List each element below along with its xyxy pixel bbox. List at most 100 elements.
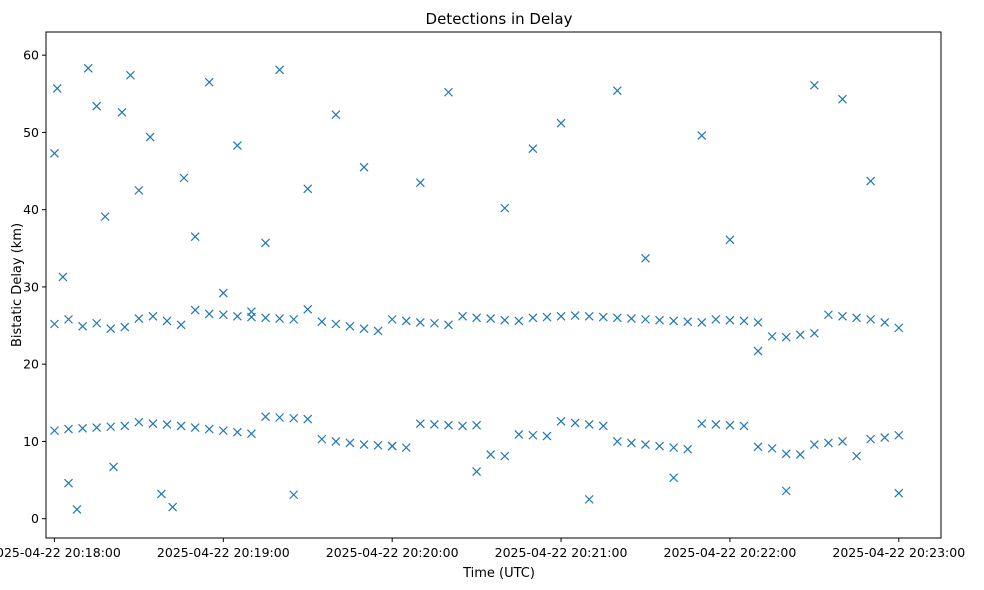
data-point	[218, 288, 228, 298]
data-point	[162, 420, 172, 429]
data-point	[570, 418, 580, 428]
data-point	[232, 141, 242, 150]
data-point	[894, 430, 904, 440]
data-point	[232, 311, 242, 321]
data-point	[697, 419, 707, 429]
data-point	[612, 313, 622, 323]
data-point	[126, 70, 135, 80]
data-point	[50, 319, 59, 329]
data-point	[145, 132, 155, 142]
data-point	[401, 443, 411, 453]
data-point	[880, 433, 890, 442]
y-axis: 0 10 20 30 40 50 60	[23, 48, 46, 526]
data-point	[261, 313, 270, 323]
data-point	[612, 437, 622, 446]
data-point	[753, 442, 763, 452]
data-point	[711, 314, 721, 324]
data-point	[528, 430, 538, 440]
y-tick-label: 0	[31, 511, 39, 526]
data-point	[725, 315, 735, 325]
data-point	[204, 424, 214, 434]
x-tick-label: 2025-04-22 20:22:00	[664, 545, 797, 560]
data-point	[584, 420, 594, 429]
data-point	[303, 414, 313, 424]
data-point	[373, 326, 383, 336]
data-point	[472, 420, 482, 430]
data-point	[458, 311, 467, 321]
data-point	[542, 431, 552, 441]
data-point	[331, 110, 341, 120]
data-point	[134, 185, 144, 195]
data-point	[162, 316, 172, 326]
data-point	[838, 437, 847, 446]
data-point	[556, 416, 566, 426]
data-point	[415, 178, 425, 188]
data-point	[92, 318, 102, 328]
data-point	[753, 346, 763, 356]
data-point	[725, 420, 735, 430]
data-point	[401, 316, 411, 326]
data-point	[795, 330, 805, 340]
data-point	[92, 101, 102, 111]
data-point	[584, 494, 594, 504]
data-point	[809, 440, 819, 449]
data-point	[120, 421, 130, 431]
data-point	[72, 504, 82, 514]
data-point	[168, 502, 178, 512]
x-tick-label: 2025-04-22 20:23:00	[832, 545, 965, 560]
y-tick-label: 20	[23, 357, 39, 372]
data-point	[156, 489, 166, 499]
chart-title: Detections in Delay	[426, 10, 573, 28]
data-point	[387, 314, 397, 324]
data-point	[78, 321, 88, 331]
data-point	[429, 318, 439, 328]
data-point	[50, 426, 59, 436]
data-point	[866, 434, 876, 444]
data-point	[880, 318, 890, 327]
y-axis-title: Bistatic Delay (km)	[10, 223, 25, 347]
data-point	[725, 235, 735, 245]
data-point	[683, 317, 693, 327]
data-point	[500, 203, 510, 213]
data-point	[148, 311, 158, 321]
data-point	[894, 488, 904, 498]
data-point	[683, 444, 693, 454]
data-point	[598, 421, 608, 431]
y-tick-label: 10	[23, 434, 39, 449]
data-point	[83, 63, 93, 73]
data-point	[767, 331, 777, 341]
data-point	[261, 238, 270, 248]
data-point	[345, 321, 355, 331]
y-tick-label: 30	[23, 279, 39, 294]
data-point	[528, 144, 538, 154]
data-point	[472, 467, 482, 476]
data-point	[261, 412, 270, 422]
data-point	[148, 419, 158, 429]
data-point	[134, 314, 144, 324]
data-point	[838, 94, 847, 104]
data-point	[247, 312, 256, 322]
x-tick-label: 2025-04-22 20:21:00	[495, 545, 628, 560]
data-point	[669, 316, 679, 326]
data-point	[52, 83, 62, 93]
data-point	[109, 462, 118, 472]
data-point	[50, 148, 59, 158]
data-point	[767, 443, 777, 453]
data-point	[429, 420, 439, 429]
data-point	[809, 328, 819, 338]
data-point	[415, 419, 425, 429]
data-point	[303, 304, 313, 314]
data-point	[458, 421, 467, 431]
data-point	[359, 440, 369, 449]
data-point	[823, 310, 833, 320]
y-tick-label: 60	[23, 48, 39, 63]
data-point	[894, 323, 904, 333]
data-point	[275, 413, 285, 422]
data-point	[331, 437, 341, 446]
data-point	[809, 80, 819, 90]
data-point	[120, 322, 130, 332]
data-point	[866, 314, 876, 324]
data-point	[289, 314, 299, 324]
data-point	[556, 311, 566, 321]
